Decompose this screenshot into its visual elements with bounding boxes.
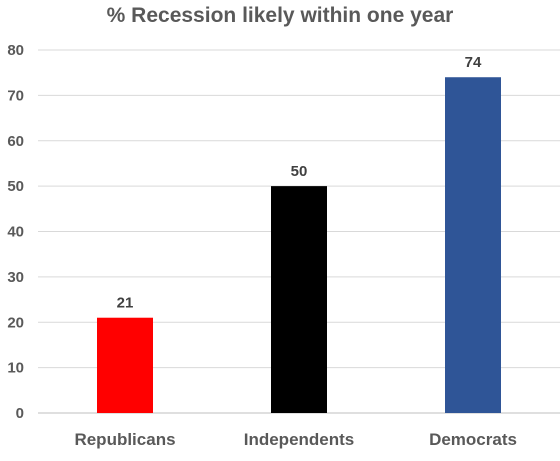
data-label: 74 bbox=[465, 54, 482, 71]
y-tick-label: 0 bbox=[16, 405, 24, 422]
y-tick-label: 70 bbox=[7, 87, 24, 104]
bar-democrats bbox=[445, 77, 501, 413]
category-label: Democrats bbox=[429, 430, 517, 449]
data-label: 50 bbox=[291, 163, 308, 180]
y-tick-label: 60 bbox=[7, 133, 24, 150]
y-tick-label: 80 bbox=[7, 42, 24, 59]
chart-title: % Recession likely within one year bbox=[106, 4, 454, 27]
y-tick-label: 30 bbox=[7, 269, 24, 286]
y-tick-label: 50 bbox=[7, 178, 24, 195]
y-tick-label: 40 bbox=[7, 224, 24, 241]
category-label: Republicans bbox=[74, 430, 175, 449]
category-label: Independents bbox=[244, 430, 355, 449]
data-label: 21 bbox=[117, 295, 134, 312]
y-tick-label: 10 bbox=[7, 360, 24, 377]
bar-republicans bbox=[97, 317, 153, 413]
bar-independents bbox=[271, 186, 327, 413]
y-tick-label: 20 bbox=[7, 314, 24, 331]
